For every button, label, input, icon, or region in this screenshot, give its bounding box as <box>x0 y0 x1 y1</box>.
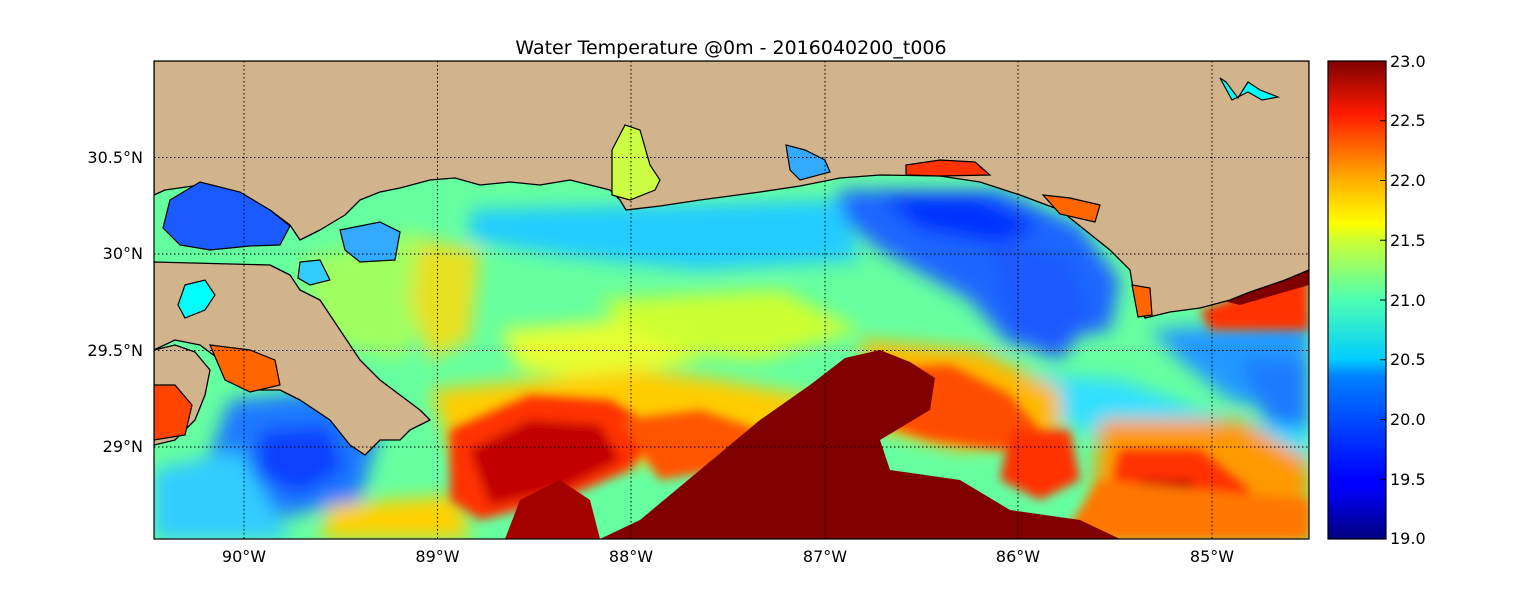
colorbar-tick-label: 21.5 <box>1390 231 1426 250</box>
lon-tick-label: 87°W <box>803 547 847 566</box>
map-panel <box>154 61 1309 539</box>
graticule <box>154 61 1309 539</box>
colorbar-tick-label: 20.5 <box>1390 350 1426 369</box>
lon-tick-label: 85°W <box>1190 547 1234 566</box>
land <box>154 61 1309 456</box>
lon-tick-labels: 90°W 89°W 88°W 87°W 86°W 85°W <box>222 547 1234 566</box>
colorbar-tick-label: 22.5 <box>1390 111 1426 130</box>
lat-tick-label: 30.5°N <box>87 148 143 167</box>
lat-tick-label: 30°N <box>103 244 143 263</box>
lon-tick-label: 88°W <box>609 547 653 566</box>
colorbar-tick-label: 23.0 <box>1390 52 1426 71</box>
lat-tick-label: 29.5°N <box>87 341 143 360</box>
colorbar: 23.0 22.5 22.0 21.5 21.0 20.5 20.0 19.5 … <box>1327 52 1426 548</box>
warm-current-core <box>600 350 1120 539</box>
map-frame <box>153 60 1310 540</box>
lat-tick-labels: 30.5°N 30°N 29.5°N 29°N <box>87 148 143 456</box>
colorbar-tick-label: 22.0 <box>1390 171 1426 190</box>
colorbar-tick-label: 19.5 <box>1390 470 1426 489</box>
inland-water <box>154 77 1281 441</box>
map-title: Water Temperature @0m - 2016040200_t006 <box>515 37 946 59</box>
lat-tick-label: 29°N <box>103 437 143 456</box>
colorbar-tick-label: 19.0 <box>1390 529 1426 548</box>
lon-tick-label: 86°W <box>996 547 1040 566</box>
colorbar-tick-label: 20.0 <box>1390 410 1426 429</box>
colorbar-gradient <box>1327 60 1387 540</box>
lon-tick-label: 90°W <box>222 547 266 566</box>
lon-tick-label: 89°W <box>415 547 459 566</box>
colorbar-tick-label: 21.0 <box>1390 291 1426 310</box>
